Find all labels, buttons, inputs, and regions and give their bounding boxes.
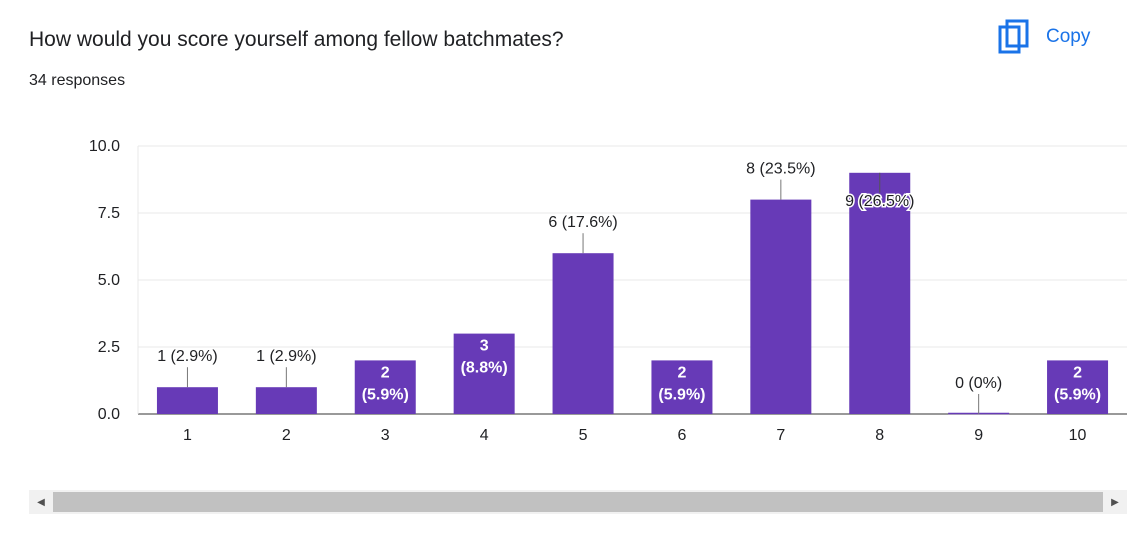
bar bbox=[849, 172, 911, 414]
data-label: 8 (23.5%) bbox=[746, 161, 815, 178]
question-title: How would you score yourself among fello… bbox=[29, 28, 564, 51]
scrollbar-thumb[interactable] bbox=[53, 492, 1103, 512]
bar bbox=[552, 253, 614, 414]
x-tick-label: 9 bbox=[974, 427, 983, 444]
x-tick-label: 5 bbox=[579, 427, 588, 444]
data-label: (5.9%) bbox=[658, 386, 705, 403]
y-tick-label: 10.0 bbox=[89, 138, 120, 155]
y-tick-label: 5.0 bbox=[98, 272, 120, 289]
x-tick-label: 7 bbox=[776, 427, 785, 444]
data-label: 2 bbox=[381, 364, 390, 381]
data-label: (8.8%) bbox=[461, 360, 508, 377]
bar bbox=[255, 387, 317, 414]
bar bbox=[1047, 360, 1109, 414]
x-tick-label: 6 bbox=[677, 427, 686, 444]
y-tick-label: 7.5 bbox=[98, 205, 120, 222]
bar bbox=[651, 360, 713, 414]
bar bbox=[453, 333, 515, 414]
data-label: 2 bbox=[1073, 364, 1082, 381]
copy-label: Copy bbox=[1046, 26, 1091, 47]
bar bbox=[750, 199, 812, 414]
response-count: 34 responses bbox=[29, 72, 126, 89]
y-tick-label: 2.5 bbox=[98, 339, 120, 356]
copy-button[interactable]: Copy bbox=[998, 18, 1090, 56]
bar bbox=[354, 360, 416, 414]
copy-icon bbox=[998, 19, 1029, 54]
data-label: 1 (2.9%) bbox=[157, 348, 217, 365]
data-label: 1 (2.9%) bbox=[256, 348, 316, 365]
data-label: 2 bbox=[677, 364, 686, 381]
data-label: (5.9%) bbox=[362, 386, 409, 403]
x-tick-label: 2 bbox=[282, 427, 291, 444]
bar bbox=[156, 387, 218, 414]
y-tick-label: 0.0 bbox=[98, 406, 120, 423]
x-tick-label: 1 bbox=[183, 427, 192, 444]
data-label: 0 (0%) bbox=[955, 375, 1002, 392]
bar-chart: 0.0 2.5 5.0 7.5 10.0 1 1 (2.9%) 2 1 (2.9%) 3 2 (5.9… bbox=[89, 138, 1127, 444]
data-label: 9 (26.5%) bbox=[845, 193, 914, 210]
chevron-right-icon[interactable]: ▶ bbox=[1111, 496, 1119, 508]
x-tick-label: 8 bbox=[875, 427, 884, 444]
data-label: 6 (17.6%) bbox=[548, 214, 617, 231]
x-tick-label: 10 bbox=[1069, 427, 1087, 444]
chevron-left-icon[interactable]: ◀ bbox=[37, 496, 45, 508]
x-tick-label: 4 bbox=[480, 427, 489, 444]
x-tick-label: 3 bbox=[381, 427, 390, 444]
data-label: 3 bbox=[480, 338, 489, 355]
data-label: (5.9%) bbox=[1054, 386, 1101, 403]
horizontal-scrollbar[interactable]: ◀ ▶ bbox=[29, 490, 1127, 514]
